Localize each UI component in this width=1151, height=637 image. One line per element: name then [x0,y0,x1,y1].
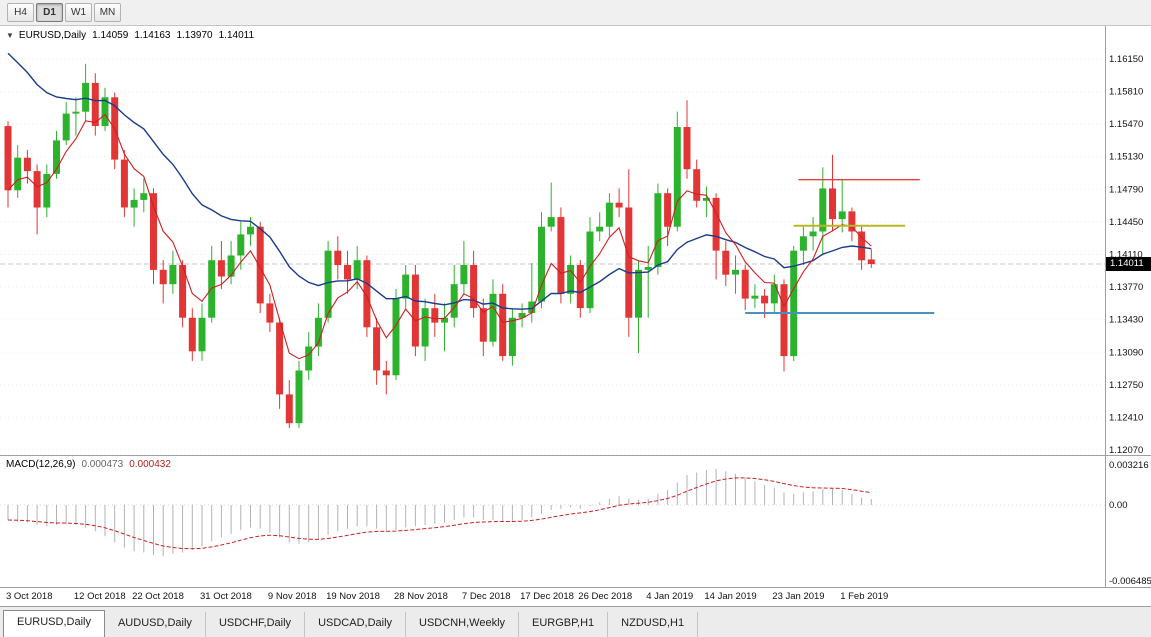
svg-text:1.15810: 1.15810 [1109,87,1143,98]
date-label: 26 Dec 2018 [578,591,633,602]
date-label: 9 Nov 2018 [267,591,317,602]
tab-usdchf-daily[interactable]: USDCHF,Daily [206,612,306,637]
svg-text:1.14790: 1.14790 [1109,184,1143,195]
svg-text:0.00: 0.00 [1109,500,1128,511]
date-label: 12 Oct 2018 [73,591,126,602]
svg-text:1.15130: 1.15130 [1109,152,1143,163]
ohlc-close: 1.14011 [218,30,255,41]
candles-layer [4,63,875,428]
price-chart-panel[interactable]: 1.16150 1.15810 1.15470 1.15130 1.14790 1.144… [0,26,1151,455]
macd-histogram [7,468,872,557]
date-label: 4 Jan 2019 [646,591,694,602]
date-label: 28 Nov 2018 [394,591,448,602]
tab-eurgbp-h1[interactable]: EURGBP,H1 [519,612,609,637]
ma-fast-line [7,113,872,360]
tab-usdcad-daily[interactable]: USDCAD,Daily [305,612,407,637]
date-label: 31 Oct 2018 [200,591,252,602]
chart-tabs: EURUSD,Daily AUDUSD,Daily USDCHF,Daily USDC… [0,606,1151,637]
date-label: 1 Feb 2019 [840,591,889,602]
chart-shift-icon: ▼ [6,31,14,40]
tab-audusd-daily[interactable]: AUDUSD,Daily [105,612,206,637]
price-chart[interactable]: 1.16150 1.15810 1.15470 1.15130 1.14790 1.144… [0,26,1151,455]
ma-slow-line [7,52,872,310]
price-axis[interactable]: 1.16150 1.15810 1.15470 1.15130 1.14790 1.144… [1109,54,1143,455]
date-label: 17 Dec 2018 [520,591,574,602]
svg-text:1.16150: 1.16150 [1109,54,1143,65]
ohlc-open: 1.14059 [92,30,129,41]
date-label: 19 Nov 2018 [326,591,380,602]
date-label: 3 Oct 2018 [6,591,53,602]
svg-text:1.14110: 1.14110 [1109,250,1143,261]
ohlc-low: 1.13970 [176,30,213,41]
macd-panel[interactable]: 0.003216 0.00 -0.006485 MACD(12,26,9) 0.00… [0,455,1151,587]
svg-text:1.15470: 1.15470 [1109,119,1143,130]
timeframe-button-d1[interactable]: D1 [36,3,63,22]
svg-text:1.12410: 1.12410 [1109,412,1143,423]
date-axis[interactable]: 3 Oct 2018 12 Oct 2018 22 Oct 2018 31 Oct 2… [0,587,1151,606]
ohlc-high: 1.14163 [134,30,171,41]
macd-signal-value: 0.000432 [129,459,171,470]
svg-text:-0.006485: -0.006485 [1109,576,1151,587]
date-label: 7 Dec 2018 [461,591,511,602]
svg-text:1.12070: 1.12070 [1109,445,1143,455]
macd-signal-line [7,477,872,550]
macd-chart[interactable]: 0.003216 0.00 -0.006485 [0,456,1151,587]
timeframe-toolbar: H4 D1 W1 MN [0,0,1151,26]
svg-text:0.003216: 0.003216 [1109,460,1149,471]
svg-text:1.13430: 1.13430 [1109,315,1143,326]
timeframe-button-h4[interactable]: H4 [7,3,34,22]
macd-indicator-label: MACD(12,26,9) 0.000473 0.000432 [6,459,171,470]
svg-text:1.14450: 1.14450 [1109,217,1143,228]
timeframe-button-mn[interactable]: MN [94,3,121,22]
macd-axis[interactable]: 0.003216 0.00 -0.006485 [1109,460,1151,587]
svg-text:1.13090: 1.13090 [1109,347,1143,358]
tab-usdcnh-weekly[interactable]: USDCNH,Weekly [406,612,520,637]
date-label: 23 Jan 2019 [772,591,825,602]
date-label: 22 Oct 2018 [132,591,184,602]
chart-symbol: EURUSD,Daily [18,30,87,41]
svg-text:1.12750: 1.12750 [1109,380,1143,391]
tab-nzdusd-h1[interactable]: NZDUSD,H1 [608,612,699,637]
timeframe-button-w1[interactable]: W1 [65,3,92,22]
date-label: 14 Jan 2019 [704,591,757,602]
current-price-tag: 1.14011 [1106,257,1151,271]
macd-value: 0.000473 [81,459,124,470]
tab-eurusd-daily[interactable]: EURUSD,Daily [3,610,105,637]
svg-text:1.13770: 1.13770 [1109,282,1143,293]
macd-name: MACD(12,26,9) [6,459,76,470]
chart-title: ▼ EURUSD,Daily 1.14059 1.14163 1.13970 1… [6,30,254,41]
